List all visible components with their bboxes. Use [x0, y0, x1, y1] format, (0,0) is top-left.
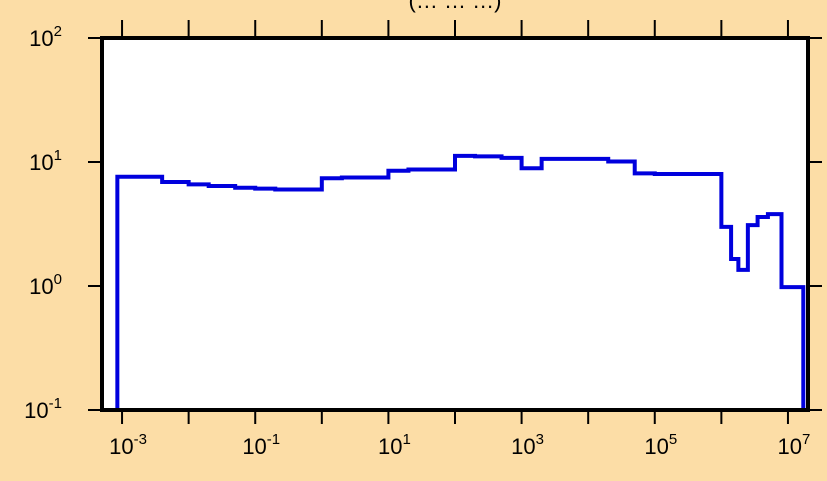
x-tick-label: 103: [511, 431, 544, 459]
x-tick-label: 107: [778, 431, 811, 459]
ticks-group: [88, 20, 822, 424]
plot-frame: [100, 36, 810, 412]
x-tick-label: 10-1: [242, 431, 280, 459]
series-step-line: [115, 153, 806, 410]
x-tick-label: 10-3: [109, 431, 147, 459]
plot-area: [102, 38, 808, 410]
tick-labels-group: 10-3 10-1 101 103 105 107 10-1 100 101 102: [24, 23, 810, 459]
y-tick-label: 102: [29, 23, 62, 51]
y-tick-label: 100: [29, 271, 62, 299]
x-tick-label: 101: [378, 431, 411, 459]
y-tick-label: 101: [29, 147, 62, 175]
y-tick-label: 10-1: [24, 395, 62, 423]
x-tick-label: 105: [644, 431, 677, 459]
chart-title: (… … …): [409, 0, 502, 13]
